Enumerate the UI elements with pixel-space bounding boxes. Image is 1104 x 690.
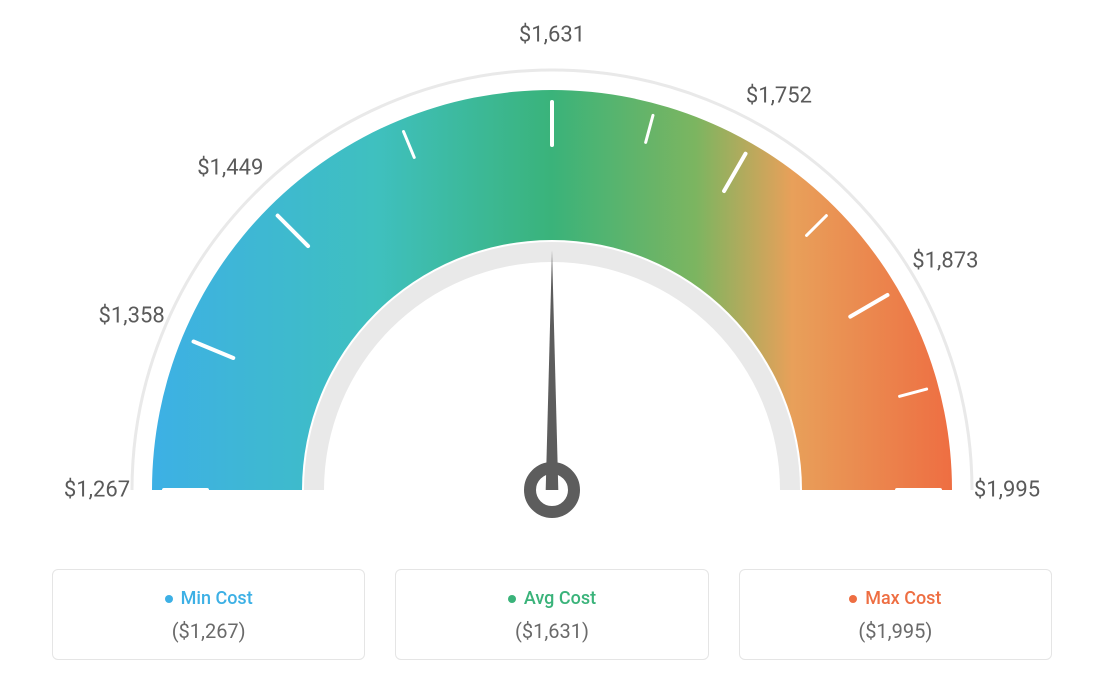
gauge-svg [52,20,1052,560]
gauge-tick-label: $1,267 [64,478,130,503]
max-cost-label-row: Max Cost [760,588,1031,609]
gauge-tick-label: $1,752 [746,83,812,108]
gauge-tick-label: $1,873 [912,249,978,274]
max-cost-value: ($1,995) [760,619,1031,643]
max-cost-label: Max Cost [865,588,941,609]
min-cost-value: ($1,267) [73,619,344,643]
avg-dot-icon [508,595,516,603]
summary-cards: Min Cost ($1,267) Avg Cost ($1,631) Max … [52,569,1052,660]
max-cost-card: Max Cost ($1,995) [739,569,1052,660]
avg-cost-label-row: Avg Cost [416,588,687,609]
max-dot-icon [849,595,857,603]
gauge-chart: $1,267 $1,358 $1,449 $1,631 $1,752 $1,873 $1,9… [52,20,1052,560]
min-cost-label: Min Cost [181,588,253,609]
avg-cost-label: Avg Cost [524,588,596,609]
min-cost-card: Min Cost ($1,267) [52,569,365,660]
avg-cost-value: ($1,631) [416,619,687,643]
min-dot-icon [165,595,173,603]
gauge-tick-label: $1,995 [974,478,1040,503]
gauge-tick-label: $1,358 [99,303,165,328]
min-cost-label-row: Min Cost [73,588,344,609]
gauge-tick-label: $1,631 [519,23,585,48]
avg-cost-card: Avg Cost ($1,631) [395,569,708,660]
gauge-tick-label: $1,449 [197,156,263,181]
